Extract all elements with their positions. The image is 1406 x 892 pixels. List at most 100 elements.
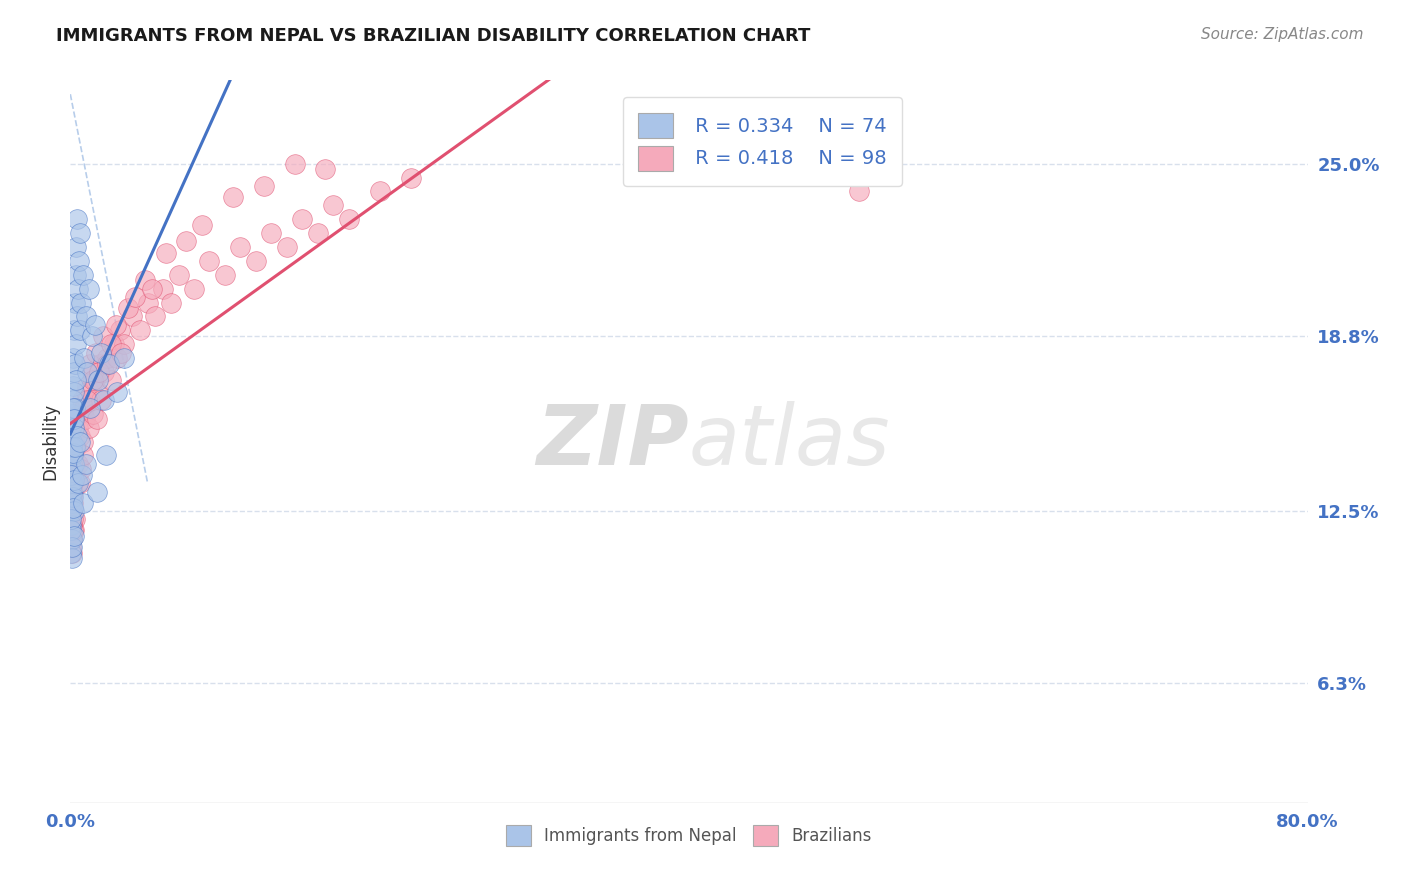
Brazilians [253, 178, 276, 193]
Brazilians [70, 462, 93, 476]
Brazilians [134, 273, 156, 287]
Immigrants from Nepal [60, 512, 83, 526]
Immigrants from Nepal [69, 434, 91, 449]
Text: atlas: atlas [689, 401, 890, 482]
Brazilians [337, 212, 360, 227]
Immigrants from Nepal [67, 476, 90, 491]
Brazilians [174, 235, 197, 249]
Brazilians [245, 253, 267, 268]
Brazilians [79, 392, 101, 407]
Immigrants from Nepal [63, 420, 86, 434]
Brazilians [291, 212, 314, 227]
Brazilians [73, 412, 96, 426]
Brazilians [62, 490, 84, 504]
Brazilians [69, 429, 91, 443]
Immigrants from Nepal [60, 484, 83, 499]
Immigrants from Nepal [69, 323, 91, 337]
Immigrants from Nepal [63, 323, 86, 337]
Immigrants from Nepal [84, 318, 107, 332]
Immigrants from Nepal [65, 373, 87, 387]
Immigrants from Nepal [59, 546, 82, 560]
Brazilians [82, 407, 105, 421]
Immigrants from Nepal [60, 449, 83, 463]
Immigrants from Nepal [62, 351, 84, 366]
Immigrants from Nepal [62, 384, 84, 399]
Brazilians [60, 504, 83, 518]
Brazilians [60, 532, 83, 546]
Brazilians [96, 351, 118, 366]
Brazilians [117, 301, 139, 315]
Text: Source: ZipAtlas.com: Source: ZipAtlas.com [1201, 27, 1364, 42]
Immigrants from Nepal [62, 529, 84, 543]
Immigrants from Nepal [60, 532, 83, 546]
Immigrants from Nepal [67, 253, 90, 268]
Immigrants from Nepal [60, 517, 83, 532]
Brazilians [63, 512, 86, 526]
Brazilians [65, 412, 87, 426]
Brazilians [80, 365, 103, 379]
Immigrants from Nepal [62, 434, 84, 449]
Brazilians [848, 185, 870, 199]
Immigrants from Nepal [63, 401, 86, 416]
Immigrants from Nepal [60, 407, 83, 421]
Immigrants from Nepal [65, 337, 87, 351]
Immigrants from Nepal [80, 329, 103, 343]
Brazilians [315, 162, 337, 177]
Immigrants from Nepal [60, 496, 83, 510]
Immigrants from Nepal [94, 449, 117, 463]
Immigrants from Nepal [62, 457, 84, 471]
Brazilians [63, 434, 86, 449]
Brazilians [66, 476, 89, 491]
Immigrants from Nepal [70, 295, 93, 310]
Brazilians [59, 517, 82, 532]
Brazilians [66, 420, 89, 434]
Immigrants from Nepal [63, 365, 86, 379]
Brazilians [260, 226, 283, 240]
Immigrants from Nepal [75, 310, 97, 324]
Immigrants from Nepal [77, 282, 100, 296]
Brazilians [100, 373, 122, 387]
Immigrants from Nepal [60, 462, 83, 476]
Brazilians [110, 345, 132, 359]
Brazilians [65, 467, 87, 482]
Immigrants from Nepal [59, 490, 82, 504]
Immigrants from Nepal [67, 282, 90, 296]
Immigrants from Nepal [62, 412, 84, 426]
Brazilians [105, 351, 128, 366]
Immigrants from Nepal [62, 401, 84, 416]
Immigrants from Nepal [66, 310, 89, 324]
Brazilians [79, 357, 101, 371]
Brazilians [82, 373, 104, 387]
Brazilians [322, 198, 344, 212]
Immigrants from Nepal [63, 412, 86, 426]
Immigrants from Nepal [60, 551, 83, 566]
Brazilians [368, 185, 391, 199]
Immigrants from Nepal [72, 268, 94, 282]
Brazilians [62, 524, 84, 538]
Brazilians [70, 392, 93, 407]
Brazilians [87, 384, 110, 399]
Immigrants from Nepal [73, 351, 96, 366]
Brazilians [67, 407, 90, 421]
Immigrants from Nepal [69, 226, 91, 240]
Brazilians [100, 337, 122, 351]
Brazilians [124, 290, 146, 304]
Immigrants from Nepal [65, 268, 87, 282]
Brazilians [84, 345, 107, 359]
Immigrants from Nepal [105, 384, 128, 399]
Text: ZIP: ZIP [536, 401, 689, 482]
Brazilians [183, 282, 205, 296]
Brazilians [60, 484, 83, 499]
Brazilians [136, 295, 159, 310]
Immigrants from Nepal [62, 392, 84, 407]
Brazilians [59, 504, 82, 518]
Brazilians [60, 546, 83, 560]
Brazilians [160, 295, 183, 310]
Immigrants from Nepal [60, 467, 83, 482]
Immigrants from Nepal [63, 440, 86, 454]
Brazilians [399, 170, 422, 185]
Brazilians [96, 357, 118, 371]
Brazilians [91, 329, 114, 343]
Brazilians [141, 282, 163, 296]
Brazilians [155, 245, 177, 260]
